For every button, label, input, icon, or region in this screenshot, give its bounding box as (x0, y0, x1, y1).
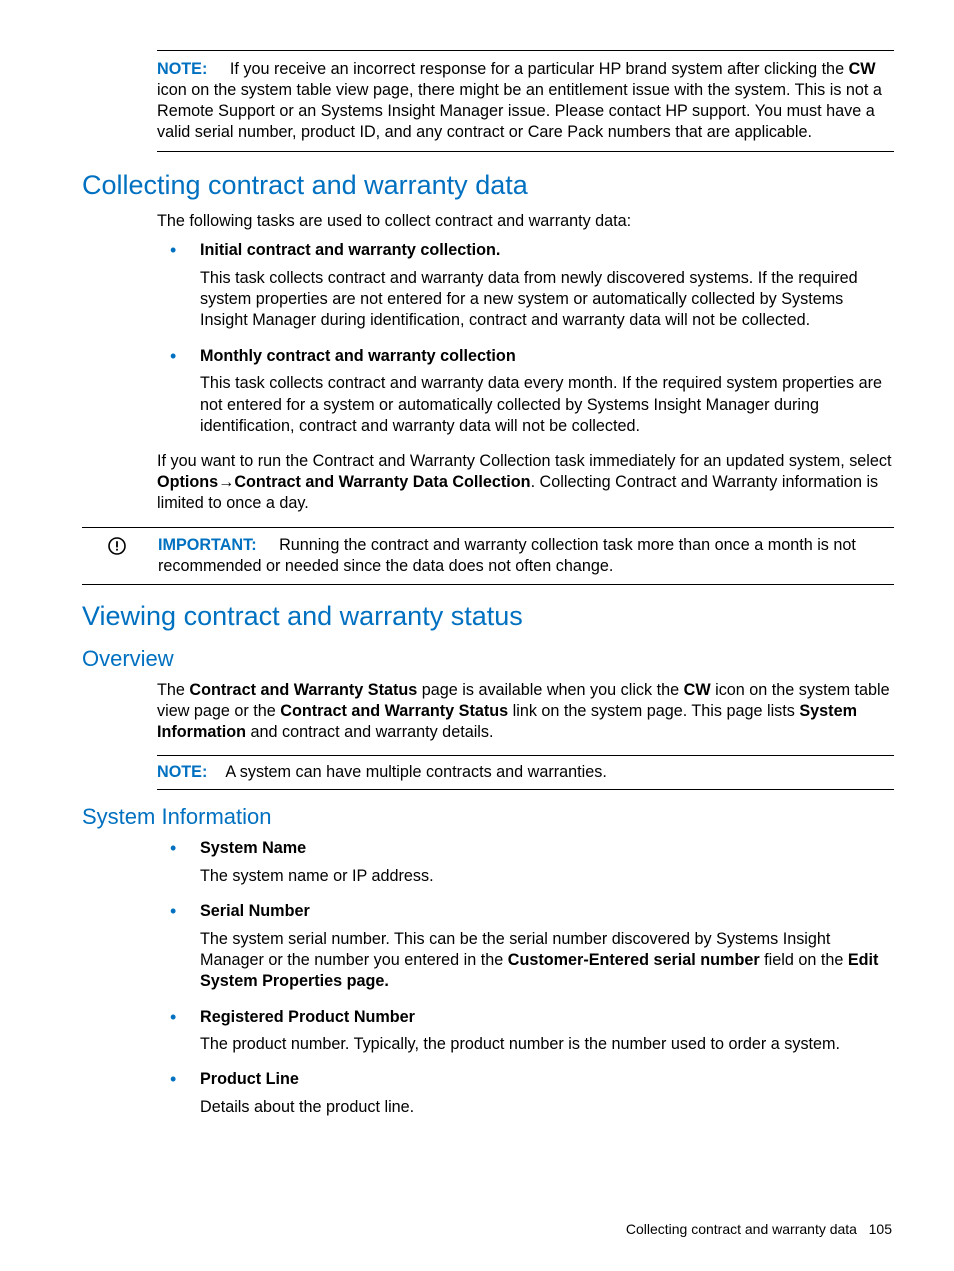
cw-bold: CW (849, 60, 876, 78)
list-item: Product Line Details about the product l… (182, 1069, 894, 1118)
list-item-body: The system serial number. This can be th… (200, 929, 894, 993)
list-item-title: Registered Product Number (200, 1007, 894, 1028)
outro-options: Options (157, 473, 218, 491)
page-footer: Collecting contract and warranty data 10… (626, 1221, 892, 1237)
list-item-body: The system name or IP address. (200, 866, 894, 887)
section1-list: Initial contract and warranty collection… (82, 240, 894, 437)
outro-cwdc: Contract and Warranty Data Collection (234, 473, 530, 491)
list-item: Registered Product Number The product nu… (182, 1007, 894, 1056)
important-box: IMPORTANT: Running the contract and warr… (82, 527, 894, 586)
note-text: A system can have multiple contracts and… (225, 763, 606, 781)
t: The (157, 681, 189, 699)
list-item-body: This task collects contract and warranty… (200, 373, 894, 437)
list-item: System Name The system name or IP addres… (182, 838, 894, 887)
list-item: Serial Number The system serial number. … (182, 901, 894, 993)
important-text: Running the contract and warranty collec… (158, 536, 856, 575)
list-item: Monthly contract and warranty collection… (182, 346, 894, 438)
list-item-title: Product Line (200, 1069, 894, 1090)
section1-outro: If you want to run the Contract and Warr… (157, 451, 894, 514)
important-label: IMPORTANT: (158, 536, 257, 554)
sysinfo-list: System Name The system name or IP addres… (82, 838, 894, 1118)
list-item-title: Monthly contract and warranty collection (200, 346, 894, 367)
section1-intro: The following tasks are used to collect … (157, 211, 894, 232)
outro-a: If you want to run the Contract and Warr… (157, 452, 891, 470)
footer-page-number: 105 (869, 1221, 892, 1237)
important-icon (82, 535, 152, 561)
list-item-title: Serial Number (200, 901, 894, 922)
t: page is available when you click the (417, 681, 683, 699)
list-item-body: This task collects contract and warranty… (200, 268, 894, 332)
heading-viewing: Viewing contract and warranty status (82, 601, 894, 632)
note-box-entitlement: NOTE: If you receive an incorrect respon… (157, 50, 894, 152)
b: CW (684, 681, 711, 699)
list-item-body: The product number. Typically, the produ… (200, 1034, 894, 1055)
overview-paragraph: The Contract and Warranty Status page is… (157, 680, 894, 743)
note-label: NOTE: (157, 763, 207, 781)
document-page: NOTE: If you receive an incorrect respon… (0, 0, 954, 1271)
note-label: NOTE: (157, 60, 207, 78)
list-item: Initial contract and warranty collection… (182, 240, 894, 332)
heading-collecting: Collecting contract and warranty data (82, 170, 894, 201)
b: Contract and Warranty Status (189, 681, 417, 699)
heading-overview: Overview (82, 646, 894, 672)
footer-title: Collecting contract and warranty data (626, 1221, 857, 1237)
list-item-body: Details about the product line. (200, 1097, 894, 1118)
list-item-title: System Name (200, 838, 894, 859)
b: Customer-Entered serial number (508, 951, 760, 969)
t: link on the system page. This page lists (508, 702, 799, 720)
note-text: If you receive an incorrect response for… (230, 60, 849, 78)
t: field on the (760, 951, 848, 969)
outro-arrow: → (218, 473, 234, 491)
t: and contract and warranty details. (246, 723, 493, 741)
note-box-multiple: NOTE: A system can have multiple contrac… (157, 755, 894, 790)
b: Contract and Warranty Status (280, 702, 508, 720)
heading-system-information: System Information (82, 804, 894, 830)
list-item-title: Initial contract and warranty collection… (200, 240, 894, 261)
note-text-2: icon on the system table view page, ther… (157, 81, 882, 141)
